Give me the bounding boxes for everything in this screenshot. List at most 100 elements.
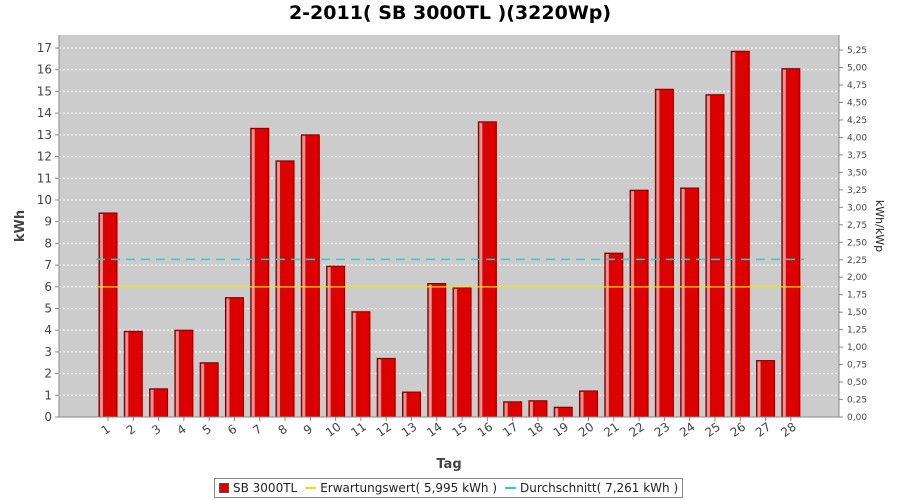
y-tick-label: 3 bbox=[44, 345, 52, 359]
bar-highlight bbox=[656, 90, 660, 418]
bar-highlight bbox=[352, 312, 356, 417]
chart-title: 2-2011( SB 3000TL )(3220Wp) bbox=[288, 2, 612, 24]
legend: SB 3000TL Erwartungswert( 5,995 kWh ) Du… bbox=[214, 478, 684, 498]
y-tick-label: 14 bbox=[37, 106, 52, 120]
bar-highlight bbox=[378, 359, 382, 417]
y2-tick-label: 0,00 bbox=[847, 413, 867, 423]
bar-highlight bbox=[100, 213, 103, 417]
bar-highlight bbox=[555, 408, 559, 417]
bar-highlight bbox=[125, 332, 129, 417]
x-tick-label: 2 bbox=[124, 422, 138, 438]
bar-highlight bbox=[175, 331, 179, 417]
legend-item-average: Durchschnitt( 7,261 kWh ) bbox=[505, 481, 678, 495]
y-tick-label: 0 bbox=[44, 410, 52, 424]
bar-highlight bbox=[757, 361, 761, 417]
bar-highlight bbox=[529, 401, 533, 417]
y2-tick-label: 2,25 bbox=[847, 256, 867, 266]
y-tick-label: 8 bbox=[44, 236, 52, 250]
bar-highlight bbox=[782, 69, 786, 418]
x-tick-label: 26 bbox=[728, 420, 749, 440]
x-tick-label: 15 bbox=[449, 420, 470, 440]
x-axis-title: Tag bbox=[436, 457, 461, 472]
y-tick-label: 1 bbox=[44, 388, 52, 402]
y2-tick-label: 4,00 bbox=[847, 133, 867, 143]
y2-axis-ticks: 0,00 0,25 0,50 0,75 1,00 1,25 1,50 1,75 2,00 2,25… bbox=[839, 46, 867, 423]
x-tick-label: 4 bbox=[174, 422, 188, 438]
y-tick-label: 13 bbox=[37, 128, 52, 142]
y2-tick-label: 4,75 bbox=[847, 81, 867, 91]
x-tick-label: 20 bbox=[576, 420, 597, 440]
x-tick-label: 8 bbox=[276, 422, 290, 438]
x-tick-label: 14 bbox=[424, 420, 445, 440]
y-tick-label: 5 bbox=[44, 301, 52, 315]
x-tick-label: 18 bbox=[525, 420, 546, 440]
y-tick-label: 7 bbox=[44, 258, 52, 272]
legend-label-series: SB 3000TL bbox=[233, 481, 298, 495]
bar-highlight bbox=[403, 393, 407, 417]
y2-tick-label: 5,00 bbox=[847, 64, 867, 74]
legend-label-expected: Erwartungswert( 5,995 kWh ) bbox=[320, 481, 498, 495]
bar-highlight bbox=[150, 389, 154, 417]
y-tick-label: 9 bbox=[44, 215, 52, 229]
y2-axis-title: kWh/kWp bbox=[873, 200, 886, 252]
y2-tick-label: 3,25 bbox=[847, 186, 867, 196]
x-axis-ticks: 1 2 3 4 5 6 7 8 9 10 11 12 13 14 15 16 17 18 19 20 21 22 23 24 2… bbox=[99, 417, 799, 440]
bar-highlight bbox=[631, 191, 635, 417]
x-tick-label: 21 bbox=[601, 420, 622, 440]
x-tick-label: 27 bbox=[753, 420, 774, 440]
x-tick-label: 17 bbox=[500, 420, 521, 440]
bar-highlight bbox=[454, 288, 458, 417]
y-tick-label: 4 bbox=[44, 323, 52, 337]
bar-highlight bbox=[201, 363, 205, 417]
y2-tick-label: 0,25 bbox=[847, 396, 867, 406]
y2-tick-label: 1,00 bbox=[847, 343, 867, 353]
y2-tick-label: 1,75 bbox=[847, 291, 867, 301]
x-tick-label: 10 bbox=[323, 420, 344, 440]
y-tick-label: 10 bbox=[37, 193, 52, 207]
y-tick-label: 15 bbox=[37, 84, 52, 98]
x-tick-label: 16 bbox=[475, 420, 496, 440]
y-axis-title: kWh bbox=[13, 210, 28, 242]
y2-tick-label: 1,25 bbox=[847, 326, 867, 336]
y-tick-label: 11 bbox=[37, 171, 52, 185]
x-tick-label: 25 bbox=[702, 420, 723, 440]
bar-highlight bbox=[605, 254, 609, 417]
x-tick-label: 3 bbox=[149, 422, 163, 438]
y2-tick-label: 5,25 bbox=[847, 46, 867, 56]
bar-highlight bbox=[681, 189, 685, 417]
bar-highlight bbox=[327, 267, 331, 417]
x-tick-label: 24 bbox=[677, 420, 698, 440]
x-tick-label: 28 bbox=[778, 420, 799, 440]
y2-tick-label: 4,50 bbox=[847, 99, 867, 109]
bar-highlight bbox=[428, 284, 432, 417]
y2-tick-label: 0,50 bbox=[847, 378, 867, 388]
y-tick-label: 17 bbox=[37, 41, 52, 55]
legend-swatch-expected bbox=[305, 487, 317, 489]
x-tick-label: 13 bbox=[399, 420, 420, 440]
y2-tick-label: 3,00 bbox=[847, 203, 867, 213]
x-tick-label: 7 bbox=[250, 422, 264, 438]
bar-highlight bbox=[706, 95, 710, 417]
x-tick-label: 6 bbox=[225, 422, 239, 438]
bar-highlight bbox=[580, 391, 584, 417]
y2-tick-label: 3,50 bbox=[847, 168, 867, 178]
legend-item-series: SB 3000TL bbox=[219, 481, 297, 495]
y-tick-label: 2 bbox=[44, 367, 52, 381]
x-tick-label: 12 bbox=[374, 420, 395, 440]
bar-highlight bbox=[302, 135, 306, 417]
legend-swatch-average bbox=[505, 487, 517, 489]
bar-highlight bbox=[277, 161, 281, 417]
bar-highlight bbox=[479, 122, 483, 418]
y2-tick-label: 2,00 bbox=[847, 273, 867, 283]
y2-tick-label: 0,75 bbox=[847, 361, 867, 371]
x-tick-label: 9 bbox=[301, 422, 315, 438]
x-tick-label: 19 bbox=[551, 420, 572, 440]
y2-tick-label: 4,25 bbox=[847, 116, 867, 126]
y2-tick-label: 2,75 bbox=[847, 221, 867, 231]
x-tick-label: 11 bbox=[348, 420, 369, 440]
x-tick-label: 5 bbox=[200, 422, 214, 438]
legend-item-expected: Erwartungswert( 5,995 kWh ) bbox=[305, 481, 497, 495]
bar-highlight bbox=[226, 298, 230, 417]
x-tick-label: 23 bbox=[652, 420, 673, 440]
